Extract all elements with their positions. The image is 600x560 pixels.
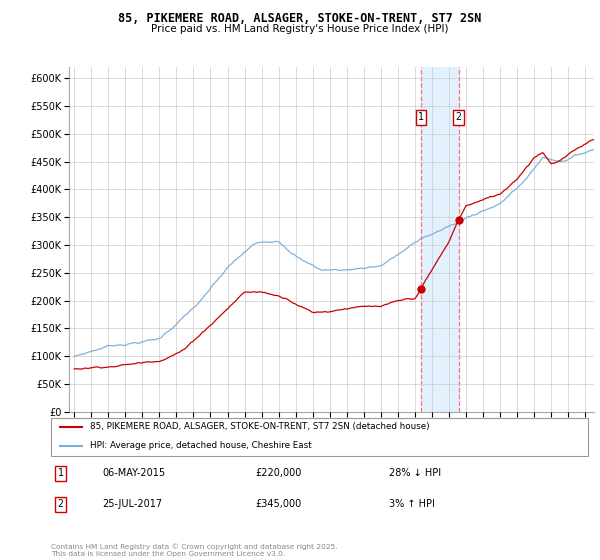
Text: 06-MAY-2015: 06-MAY-2015 [102,468,165,478]
Text: 1: 1 [418,112,424,122]
Text: 25-JUL-2017: 25-JUL-2017 [102,500,162,509]
Text: Price paid vs. HM Land Registry's House Price Index (HPI): Price paid vs. HM Land Registry's House … [151,24,449,34]
Text: 85, PIKEMERE ROAD, ALSAGER, STOKE-ON-TRENT, ST7 2SN (detached house): 85, PIKEMERE ROAD, ALSAGER, STOKE-ON-TRE… [89,422,429,431]
Text: 2: 2 [456,112,461,122]
Text: 2: 2 [58,500,64,509]
Bar [421,67,458,412]
Text: £345,000: £345,000 [255,500,301,509]
Text: 3% ↑ HPI: 3% ↑ HPI [389,500,435,509]
Text: £220,000: £220,000 [255,468,301,478]
Text: 28% ↓ HPI: 28% ↓ HPI [389,468,442,478]
Text: 1: 1 [58,468,64,478]
Text: 85, PIKEMERE ROAD, ALSAGER, STOKE-ON-TRENT, ST7 2SN: 85, PIKEMERE ROAD, ALSAGER, STOKE-ON-TRE… [118,12,482,25]
Text: HPI: Average price, detached house, Cheshire East: HPI: Average price, detached house, Ches… [89,441,311,450]
Text: Contains HM Land Registry data © Crown copyright and database right 2025.
This d: Contains HM Land Registry data © Crown c… [51,544,338,557]
